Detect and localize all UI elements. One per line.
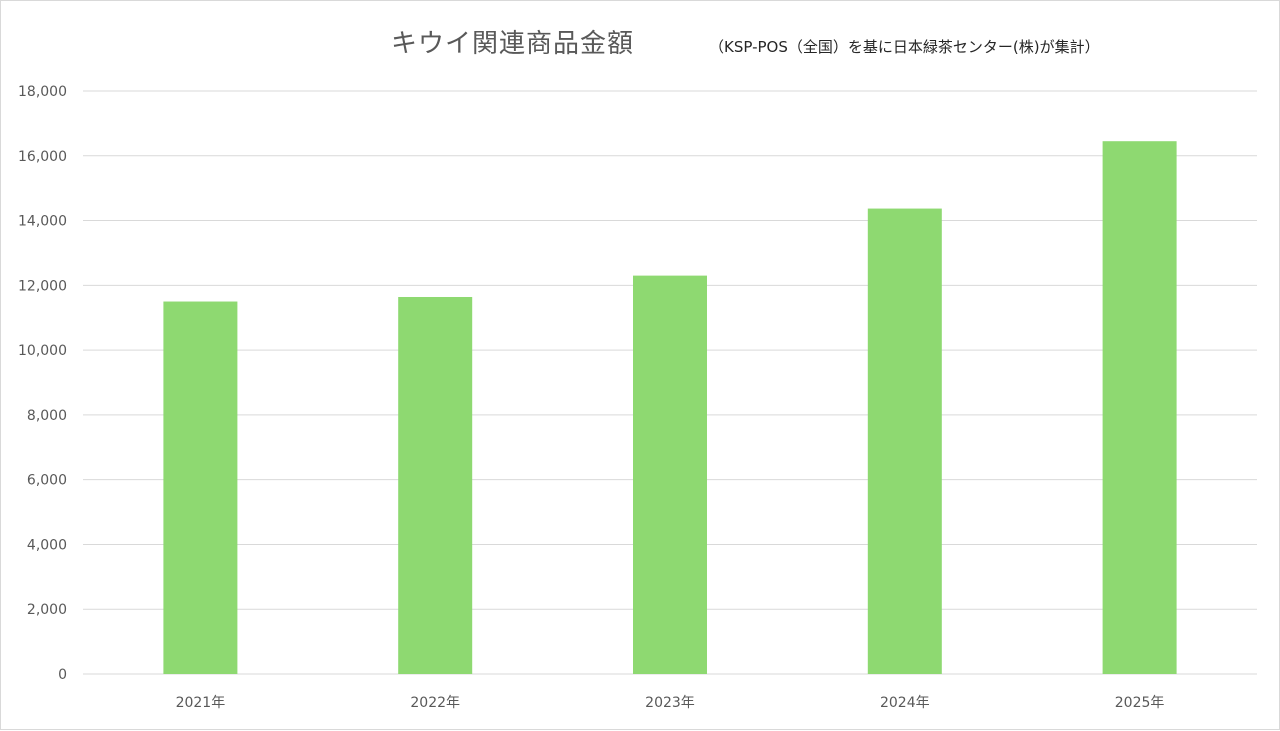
bar xyxy=(163,301,238,674)
y-tick-label: 0 xyxy=(58,667,67,683)
x-tick-label: 2021年 xyxy=(176,695,226,711)
bar xyxy=(1102,141,1177,675)
y-tick-label: 2,000 xyxy=(27,602,67,618)
chart-title: キウイ関連商品金額 xyxy=(391,29,635,59)
x-tick-label: 2022年 xyxy=(410,695,460,711)
x-axis-ticks: 2021年 2022年 2023年 2024年 2025年 xyxy=(176,695,1165,711)
y-tick-label: 14,000 xyxy=(18,214,67,230)
bars xyxy=(163,141,1177,675)
y-axis-ticks: 0 2,000 4,000 6,000 8,000 10,000 12,000 14,000 1… xyxy=(18,84,67,683)
chart-source-note: （KSP-POS（全国）を基に日本緑茶センター(株)が集計） xyxy=(709,38,1100,56)
y-tick-label: 16,000 xyxy=(18,149,67,165)
y-tick-label: 4,000 xyxy=(27,537,67,553)
y-tick-label: 18,000 xyxy=(18,84,67,100)
x-tick-label: 2023年 xyxy=(645,695,695,711)
y-tick-label: 12,000 xyxy=(18,278,67,294)
bar xyxy=(867,208,942,675)
y-tick-label: 8,000 xyxy=(27,408,67,424)
y-tick-label: 10,000 xyxy=(18,343,67,359)
bar xyxy=(398,296,473,674)
x-tick-label: 2025年 xyxy=(1115,695,1165,711)
bar xyxy=(633,275,707,674)
y-tick-label: 6,000 xyxy=(27,473,67,489)
x-tick-label: 2024年 xyxy=(880,695,930,711)
